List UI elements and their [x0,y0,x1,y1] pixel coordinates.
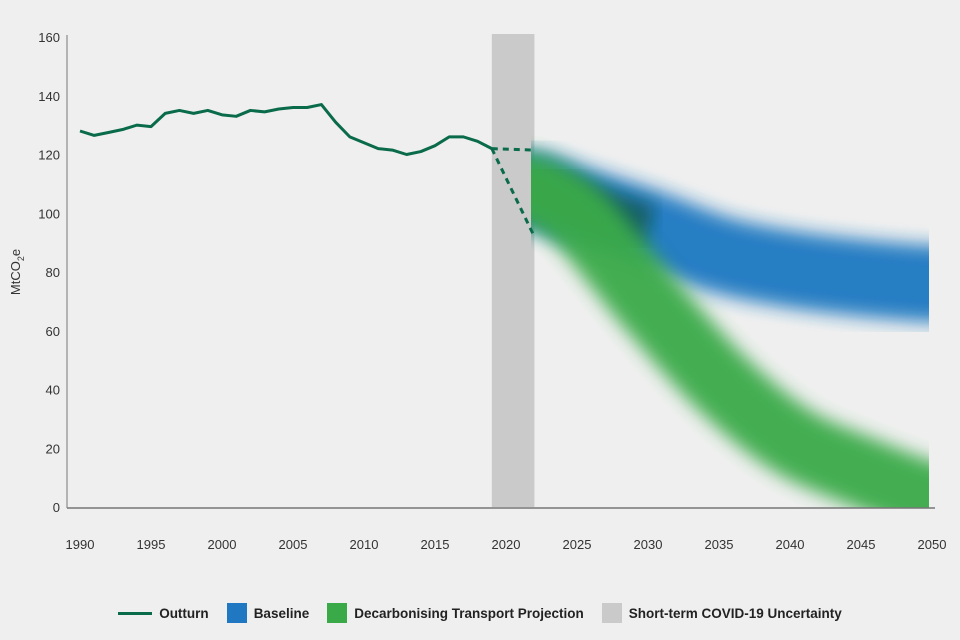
y-axis-label: MtCO2e [8,249,26,295]
x-tick-label: 2015 [421,537,450,552]
y-tick-label: 40 [46,383,60,398]
x-tick-label: 2045 [847,537,876,552]
legend-label: Decarbonising Transport Projection [354,605,584,621]
legend-item-decarbonising: Decarbonising Transport Projection [327,603,584,623]
legend-label: Outturn [159,605,209,621]
y-tick-label: 60 [46,324,60,339]
decarbonising-band [531,153,929,508]
outturn-dashed-line [491,147,535,152]
y-tick-label: 20 [46,441,60,456]
x-tick-label: 2030 [634,537,663,552]
outturn-dashed-line [490,147,536,238]
y-tick-label: 140 [38,89,60,104]
y-tick-label: 100 [38,206,60,221]
x-tick-label: 2035 [705,537,734,552]
x-tick-label: 1995 [137,537,166,552]
outturn-swatch [118,611,153,615]
x-tick-label: 2040 [776,537,805,552]
legend-item-covid: Short-term COVID-19 Uncertainty [601,603,842,623]
x-tick-label: 1990 [66,537,95,552]
x-tick-label: 2010 [350,537,379,552]
x-tick-label: 2050 [918,537,947,552]
outturn-line [79,103,493,156]
y-tick-label: 120 [38,148,60,163]
x-tick-label: 2000 [208,537,237,552]
legend-item-outturn: Outturn [118,606,209,621]
covid-uncertainty-span [491,34,535,507]
y-tick-label: 0 [53,500,60,515]
legend-label: Baseline [253,605,310,621]
legend: Outturn Baseline Decarbonising Transport… [0,603,960,623]
covid-swatch [601,603,622,623]
legend-item-baseline: Baseline [226,603,310,623]
decarbonising-swatch [327,603,348,623]
x-tick-label: 2025 [563,537,592,552]
legend-label: Short-term COVID-19 Uncertainty [628,605,842,621]
baseline-swatch [226,603,247,623]
y-tick-label: 80 [46,265,60,280]
x-tick-label: 2020 [492,537,521,552]
x-tick-label: 2005 [279,537,308,552]
y-tick-label: 160 [38,30,60,45]
